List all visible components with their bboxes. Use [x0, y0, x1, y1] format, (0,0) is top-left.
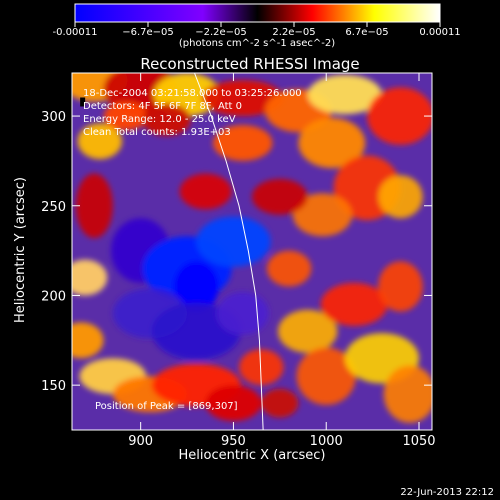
heatmap-blob-9	[142, 103, 191, 136]
heatmap-blob-35	[266, 250, 312, 287]
heatmap-blob-7	[77, 123, 123, 160]
axes-labels: 900 950 1000 1050 150 200 250 300	[41, 110, 435, 449]
heatmap-blob-11	[298, 117, 366, 169]
heatmap-blob-31	[239, 349, 284, 386]
heatmap-blob-32	[277, 309, 338, 353]
heatmap-blob-39	[261, 388, 299, 418]
colorbar-tick-label-0: -0.00011	[53, 27, 98, 38]
heatmap-blob-5	[307, 74, 382, 115]
heatmap-blob-36	[296, 347, 356, 405]
info-annotations: 18-Dec-2004 03:21:58.000 to 03:25:26.000…	[83, 88, 302, 138]
timestamp: 22-Jun-2013 22:12	[400, 487, 494, 498]
heatmap-blob-16	[179, 173, 232, 210]
colorbar-labels: -0.00011 −6.7e−05 −2.2e−05 2.2e−05 6.7e−05 0.…	[53, 27, 461, 38]
solar-limb-line	[194, 73, 264, 430]
colorbar-gradient	[74, 3, 441, 23]
heatmap-blob-34	[378, 261, 423, 312]
peak-position-label: Position of Peak = [869,307]	[95, 401, 238, 412]
y-axis-label: Heliocentric Y (arcsec)	[13, 177, 28, 323]
heatmap-blob-3	[201, 80, 284, 117]
heatmap-blobs	[72, 73, 432, 423]
heatmap-blob-38	[383, 365, 432, 423]
heatmap-blob-29	[205, 385, 262, 422]
heatmap-blob-8	[103, 101, 149, 131]
y-tick-label-300: 300	[41, 110, 66, 125]
heatmap-blob-33	[320, 282, 388, 326]
heatmap-blob-21	[196, 216, 271, 267]
heatmap-blob-25	[72, 322, 104, 359]
heatmap-blob-13	[378, 175, 423, 219]
heatmap-blob-17	[75, 173, 113, 239]
energy-range-annotation: Energy Range: 12.0 - 25.0 keV	[83, 114, 236, 125]
heatmap-blob-24	[216, 291, 269, 335]
peak-marker	[80, 97, 86, 107]
y-tick-label-200: 200	[41, 289, 66, 304]
counts-annotation: Clean Total counts: 1.93E+03	[83, 127, 231, 138]
y-tick-label-250: 250	[41, 200, 66, 215]
detectors-annotation: Detectors: 4F 5F 6F 7F 8F, Att 0	[83, 101, 242, 112]
x-axis-label: Heliocentric X (arcsec)	[179, 448, 326, 463]
colorbar-tick-label-5: 0.00011	[419, 27, 460, 38]
colorbar: -0.00011 −6.7e−05 −2.2e−05 2.2e−05 6.7e−05 0.…	[53, 3, 461, 49]
x-tick-label-950: 950	[221, 434, 246, 449]
chart-title: Reconstructed RHESSI Image	[140, 55, 359, 73]
x-tick-label-900: 900	[128, 434, 153, 449]
heatmap-blob-6	[367, 87, 432, 145]
colorbar-tick-label-3: 2.2e−05	[272, 27, 315, 38]
colorbar-ticks	[74, 22, 441, 27]
plot-frame	[71, 72, 433, 431]
axes-ticks	[72, 73, 432, 430]
heatmap-blob-14	[292, 193, 353, 237]
colorbar-unit-label: (photons cm^-2 s^-1 asec^-2)	[179, 38, 335, 49]
plot-area	[72, 73, 432, 430]
colorbar-tick-label-1: −6.7e−05	[122, 27, 174, 38]
colorbar-tick-label-4: 6.7e−05	[345, 27, 388, 38]
x-tick-label-1000: 1000	[310, 434, 343, 449]
heatmap-blob-10	[213, 125, 273, 161]
x-tick-label-1050: 1050	[402, 434, 435, 449]
heatmap-blob-30	[72, 259, 108, 296]
time-range-annotation: 18-Dec-2004 03:21:58.000 to 03:25:26.000	[83, 88, 302, 99]
heatmap-blob-20	[174, 261, 219, 312]
heatmap-blob-15	[252, 178, 308, 215]
colorbar-tick-label-2: −2.2e−05	[195, 27, 247, 38]
y-tick-label-150: 150	[41, 379, 66, 394]
